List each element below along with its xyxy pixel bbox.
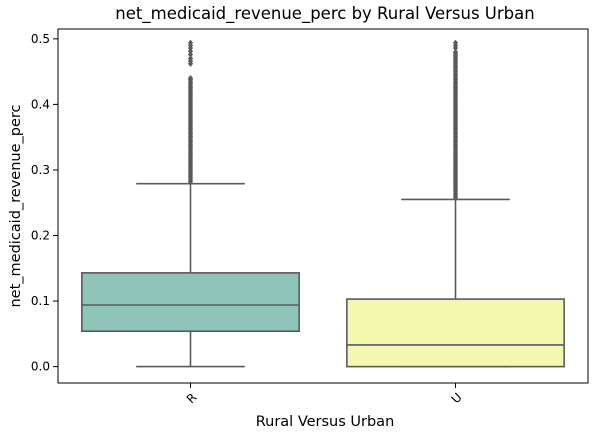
x-axis-label: Rural Versus Urban — [256, 414, 395, 430]
outlier-point — [187, 48, 194, 55]
y-tick-label: 0.0 — [31, 360, 50, 374]
y-axis: 0.0 0.1 0.2 0.3 0.4 0.5 — [31, 32, 58, 374]
plot-area — [57, 28, 589, 384]
outlier-point — [452, 48, 459, 56]
box-iqr — [81, 272, 300, 333]
outlier-point — [187, 74, 194, 82]
y-tick-label: 0.4 — [31, 97, 50, 111]
y-tick-label: 0.2 — [31, 229, 50, 243]
box-iqr — [346, 298, 565, 368]
chart-title: net_medicaid_revenue_perc by Rural Versu… — [115, 4, 534, 24]
x-tick-label: R — [184, 390, 200, 406]
x-tick-label: U — [449, 390, 465, 406]
plot-frame — [57, 28, 589, 384]
outlier-point — [187, 39, 194, 46]
outlier-point — [187, 55, 194, 62]
y-tick-label: 0.5 — [31, 32, 50, 46]
box-group-r — [81, 39, 300, 368]
box-group-u — [346, 39, 565, 368]
boxes — [81, 39, 565, 368]
y-axis-label: net_medicaid_revenue_perc — [8, 104, 24, 307]
outlier-point — [187, 51, 194, 58]
y-tick-label: 0.3 — [31, 163, 50, 177]
y-tick-label: 0.1 — [31, 294, 50, 308]
outlier-point — [452, 39, 459, 46]
